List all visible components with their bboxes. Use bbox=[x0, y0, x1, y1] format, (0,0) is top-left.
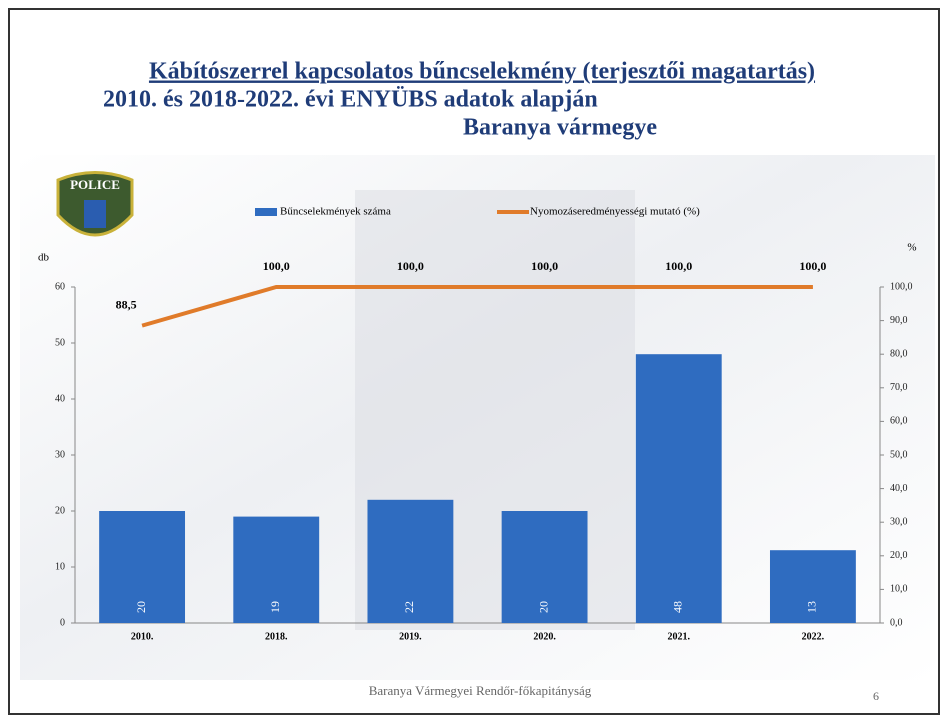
y2-tick-label: 60,0 bbox=[890, 416, 908, 427]
legend-label: Bűncselekmények száma bbox=[280, 206, 391, 218]
y-tick-label: 10 bbox=[55, 561, 65, 572]
bar-value-label: 19 bbox=[268, 601, 282, 613]
bar-value-label: 20 bbox=[536, 601, 550, 613]
logo-shield bbox=[84, 200, 106, 228]
y-tick-label: 0 bbox=[60, 617, 65, 628]
line-value-label: 100,0 bbox=[531, 259, 558, 273]
y-axis-label: db bbox=[38, 252, 50, 264]
line-value-label: 100,0 bbox=[799, 259, 826, 273]
y2-axis-label: % bbox=[907, 242, 916, 254]
subtitle: 2010. és 2018-2022. évi ENYÜBS adatok al… bbox=[103, 87, 598, 113]
x-tick-label: 2020. bbox=[533, 631, 556, 642]
x-tick-label: 2018. bbox=[265, 631, 288, 642]
x-tick-label: 2021. bbox=[668, 631, 691, 642]
y-tick-label: 50 bbox=[55, 337, 65, 348]
y2-tick-label: 90,0 bbox=[890, 315, 908, 326]
y2-tick-label: 30,0 bbox=[890, 516, 908, 527]
bar-value-label: 13 bbox=[805, 601, 819, 613]
y2-tick-label: 0,0 bbox=[890, 617, 903, 628]
y-tick-label: 40 bbox=[55, 393, 65, 404]
x-tick-label: 2010. bbox=[131, 631, 154, 642]
legend-label: Nyomozáseredményességi mutató (%) bbox=[530, 206, 700, 218]
x-tick-label: 2019. bbox=[399, 631, 422, 642]
y2-tick-label: 40,0 bbox=[890, 483, 908, 494]
bar-value-label: 20 bbox=[134, 601, 148, 613]
title: Kábítószerrel kapcsolatos bűncselekmény … bbox=[149, 59, 815, 85]
y2-tick-label: 50,0 bbox=[890, 449, 908, 460]
line-value-label: 88,5 bbox=[116, 297, 137, 311]
y2-tick-label: 70,0 bbox=[890, 382, 908, 393]
bar-value-label: 48 bbox=[671, 601, 685, 613]
x-tick-label: 2022. bbox=[802, 631, 825, 642]
subtitle: Baranya vármegye bbox=[463, 115, 657, 141]
line-value-label: 100,0 bbox=[397, 259, 424, 273]
line-value-label: 100,0 bbox=[263, 259, 290, 273]
logo-text: POLICE bbox=[70, 177, 120, 192]
page-number: 6 bbox=[873, 689, 879, 703]
line-value-label: 100,0 bbox=[665, 259, 692, 273]
legend-swatch bbox=[255, 208, 277, 216]
footer: Baranya Vármegyei Rendőr-főkapitányság bbox=[369, 683, 592, 698]
y-tick-label: 20 bbox=[55, 505, 65, 516]
y2-tick-label: 100,0 bbox=[890, 281, 913, 292]
logo: POLICE bbox=[58, 173, 132, 236]
bar-value-label: 22 bbox=[402, 601, 416, 613]
slide: Kábítószerrel kapcsolatos bűncselekmény … bbox=[0, 0, 948, 723]
y-tick-label: 60 bbox=[55, 281, 65, 292]
y2-tick-label: 20,0 bbox=[890, 550, 908, 561]
y-tick-label: 30 bbox=[55, 449, 65, 460]
y2-tick-label: 10,0 bbox=[890, 584, 908, 595]
bar bbox=[636, 354, 722, 623]
y2-tick-label: 80,0 bbox=[890, 348, 908, 359]
